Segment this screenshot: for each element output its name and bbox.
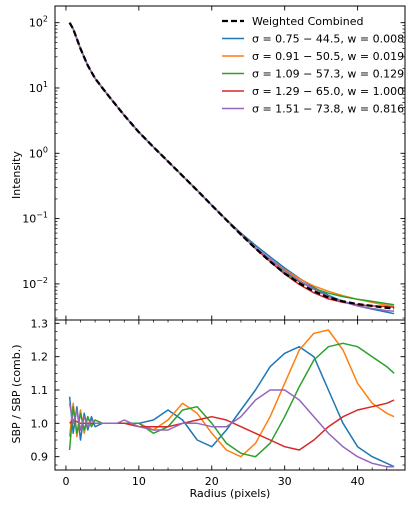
intensity-panel: 102 101 100 10−1 10−2 Weighted Combined σ = 0.… [22, 5, 406, 321]
legend-label: σ = 0.91 − 50.5, w = 0.019 [252, 50, 404, 63]
y-tick-label: 1.2 [31, 351, 49, 364]
y-tick-label: 100 [29, 145, 48, 160]
ratio-panel: 0.9 1.0 1.1 1.2 1.3 0 10 20 30 40 [31, 317, 406, 488]
ratio-series-line [68, 389, 395, 468]
intensity-axis-label: Intensity [10, 151, 23, 199]
legend-label: Weighted Combined [252, 15, 363, 28]
ratio-plot-frame [54, 319, 406, 471]
y-tick-label: 0.9 [31, 451, 49, 464]
y-tick-label: 1.3 [31, 317, 49, 330]
legend-label: σ = 1.09 − 57.3, w = 0.129 [252, 68, 404, 81]
y-tick-label: 10−1 [22, 211, 48, 226]
x-tick-label: 40 [351, 475, 365, 488]
combined-line [68, 22, 395, 310]
radius-axis-label: Radius (pixels) [190, 487, 271, 500]
y-tick-label: 10−2 [22, 276, 48, 291]
x-tick-label: 30 [278, 475, 292, 488]
ratio-series-line [68, 342, 395, 458]
ratio-axis-label: SBP / SBP (comb.) [10, 344, 23, 443]
legend-label: σ = 0.75 − 44.5, w = 0.008 [252, 33, 404, 46]
y-tick-label: 101 [29, 80, 48, 95]
y-tick-label: 102 [29, 15, 48, 30]
ratio-series-line [68, 345, 395, 468]
x-tick-label: 20 [205, 475, 219, 488]
x-tick-label: 0 [62, 475, 69, 488]
legend-label: σ = 1.29 − 65.0, w = 1.000 [252, 85, 404, 98]
legend-label: σ = 1.51 − 73.8, w = 0.816 [252, 103, 404, 116]
y-tick-label: 1.0 [31, 417, 49, 430]
y-tick-label: 1.1 [31, 384, 49, 397]
x-tick-label: 10 [132, 475, 146, 488]
